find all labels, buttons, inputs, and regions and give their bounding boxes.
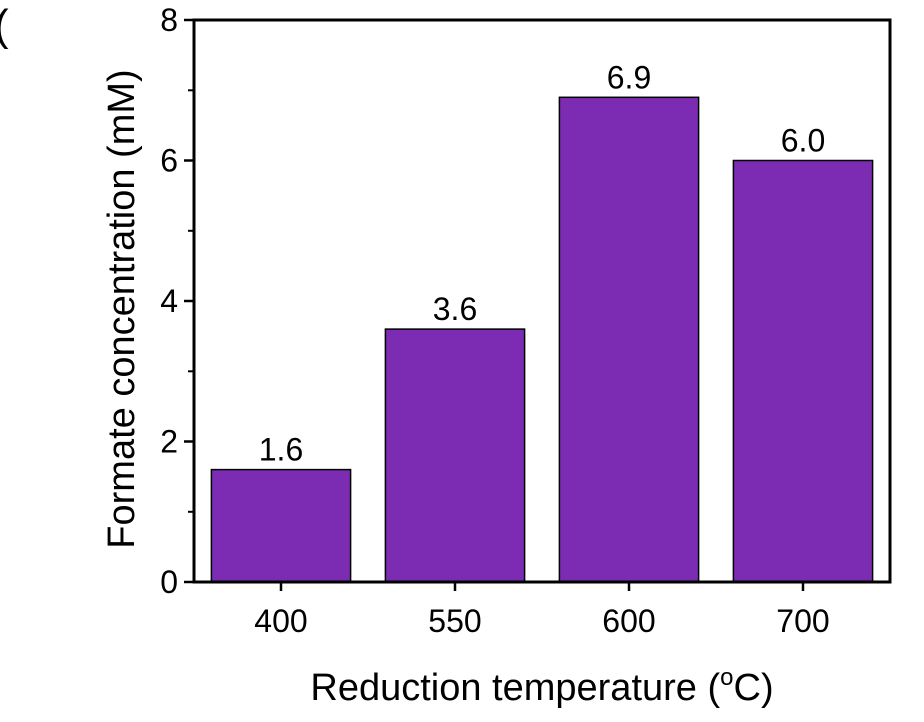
- data-labels-layer: 1.6 3.6 6.9 6.0: [259, 59, 825, 467]
- x-axis-title: Reduction temperature (oC): [310, 664, 773, 709]
- bar-550: [384, 328, 526, 583]
- data-label-400: 1.6: [259, 432, 303, 468]
- plot-frame: [192, 18, 892, 584]
- data-label-550: 3.6: [433, 291, 477, 327]
- panel-label: (: [0, 4, 9, 48]
- data-label-600: 6.9: [607, 59, 651, 95]
- x-tick-label-550: 550: [428, 603, 481, 639]
- bars-layer: [210, 96, 874, 583]
- y-tick-label-6: 6: [160, 143, 178, 179]
- x-axis-title-degree: o: [720, 664, 733, 691]
- y-tick-label-2: 2: [160, 424, 178, 460]
- y-tick-label-4: 4: [160, 283, 178, 319]
- y-axis-title: Formate concentration (mM): [101, 69, 143, 548]
- x-tick-label-400: 400: [254, 603, 307, 639]
- y-tick-label-8: 8: [160, 2, 178, 38]
- bar-400: [210, 468, 352, 583]
- data-label-700: 6.0: [781, 123, 825, 159]
- x-tick-label-600: 600: [602, 603, 655, 639]
- x-axis-title-main: Reduction temperature (: [310, 667, 720, 709]
- bar-600: [558, 96, 700, 583]
- x-tick-label-700: 700: [776, 603, 829, 639]
- x-axis-title-unit: C): [734, 667, 774, 709]
- bar-700: [732, 159, 874, 583]
- y-tick-label-0: 0: [160, 564, 178, 600]
- ticks-layer: 400 550 600 700 0 2 4 6 8: [160, 2, 829, 639]
